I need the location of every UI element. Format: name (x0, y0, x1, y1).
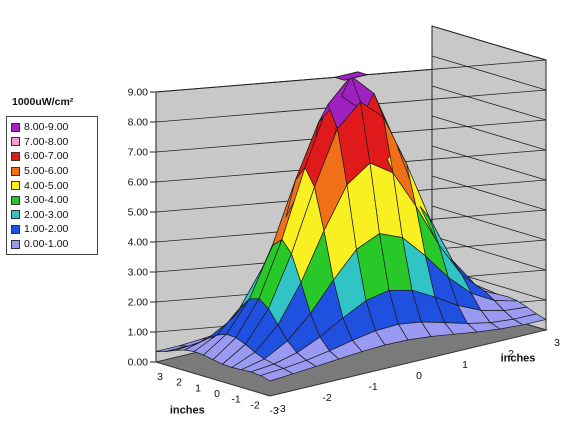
legend-swatch (11, 181, 20, 191)
gridline (155, 115, 547, 183)
x-tick-label: -2 (250, 399, 259, 411)
legend-box: 8.00-9.00 7.00-8.00 6.00-7.00 5.00-6.00 4.00… (6, 116, 98, 256)
legend-label: 5.00-6.00 (24, 165, 69, 178)
legend-label: 4.00-5.00 (24, 179, 69, 192)
y-tick-label: -2 (322, 392, 331, 404)
legend-label: 6.00-7.00 (24, 150, 69, 163)
y-tick-label: 3 (554, 337, 560, 349)
legend-label: 7.00-8.00 (24, 135, 69, 148)
legend-swatch (11, 195, 20, 205)
surface-peak (333, 71, 369, 81)
x-tick-label: 0 (214, 388, 220, 400)
surface-mesh (155, 71, 547, 382)
legend-item: 7.00-8.00 (11, 135, 93, 150)
x-tick-label: 3 (157, 371, 163, 383)
legend-swatch (11, 239, 20, 249)
legend-swatch (11, 224, 20, 234)
y-tick-label: 1 (462, 359, 468, 371)
y-tick-label: 0 (416, 370, 422, 382)
legend-label: 3.00-4.00 (24, 194, 69, 207)
x-axis: -3 -2 -1 0 1 2 3 inches (157, 371, 279, 417)
z-tick-label: 1.00 (128, 327, 149, 339)
x-tick-label: -1 (231, 394, 240, 406)
legend-label: 1.00-2.00 (24, 223, 69, 236)
gridline (155, 25, 547, 93)
z-tick-label: 9.00 (128, 87, 149, 99)
y-tick-label: 2 (508, 348, 514, 360)
legend-item: 1.00-2.00 (11, 222, 93, 237)
legend-item: 6.00-7.00 (11, 149, 93, 164)
legend-swatch (11, 137, 20, 147)
legend-item: 0.00-1.00 (11, 237, 93, 252)
gridline (155, 145, 547, 213)
gridline (155, 85, 547, 153)
y-tick-label: -1 (368, 381, 377, 393)
legend: 1000uW/cm² 8.00-9.00 7.00-8.00 6.00-7.00 5.… (6, 96, 98, 256)
legend-title: 1000uW/cm² (12, 96, 74, 108)
z-tick-label: 8.00 (128, 117, 149, 129)
surface-cell (513, 313, 547, 326)
x-tick-label: 2 (176, 377, 182, 389)
legend-swatch (11, 122, 20, 132)
legend-swatch (11, 151, 20, 161)
y-axis-title: inches (501, 353, 536, 365)
z-tick-label: 4.00 (128, 237, 149, 249)
z-tick-label: 2.00 (128, 297, 149, 309)
legend-label: 2.00-3.00 (24, 208, 69, 221)
x-tick-label: 1 (195, 382, 201, 394)
y-tick-label: -3 (276, 403, 285, 415)
legend-item: 2.00-3.00 (11, 208, 93, 223)
z-tick-label: 6.00 (128, 177, 149, 189)
z-axis: 0.00 1.00 2.00 3.00 4.00 5.00 6.00 7.00 8.00 9.00 (128, 87, 156, 369)
gridline (155, 55, 547, 123)
legend-item: 8.00-9.00 (11, 120, 93, 135)
legend-label: 8.00-9.00 (24, 121, 69, 134)
legend-item: 3.00-4.00 (11, 193, 93, 208)
x-tick-label: -3 (269, 405, 278, 417)
legend-item: 4.00-5.00 (11, 178, 93, 193)
z-tick-label: 3.00 (128, 267, 149, 279)
y-axis: -3 -2 -1 0 1 2 3 inches (276, 337, 560, 415)
legend-swatch (11, 210, 20, 220)
z-tick-label: 0.00 (128, 357, 149, 369)
x-axis-title: inches (170, 404, 205, 416)
legend-label: 0.00-1.00 (24, 238, 69, 251)
legend-item: 5.00-6.00 (11, 164, 93, 179)
z-tick-label: 5.00 (128, 207, 149, 219)
z-tick-label: 7.00 (128, 147, 149, 159)
legend-swatch (11, 166, 20, 176)
